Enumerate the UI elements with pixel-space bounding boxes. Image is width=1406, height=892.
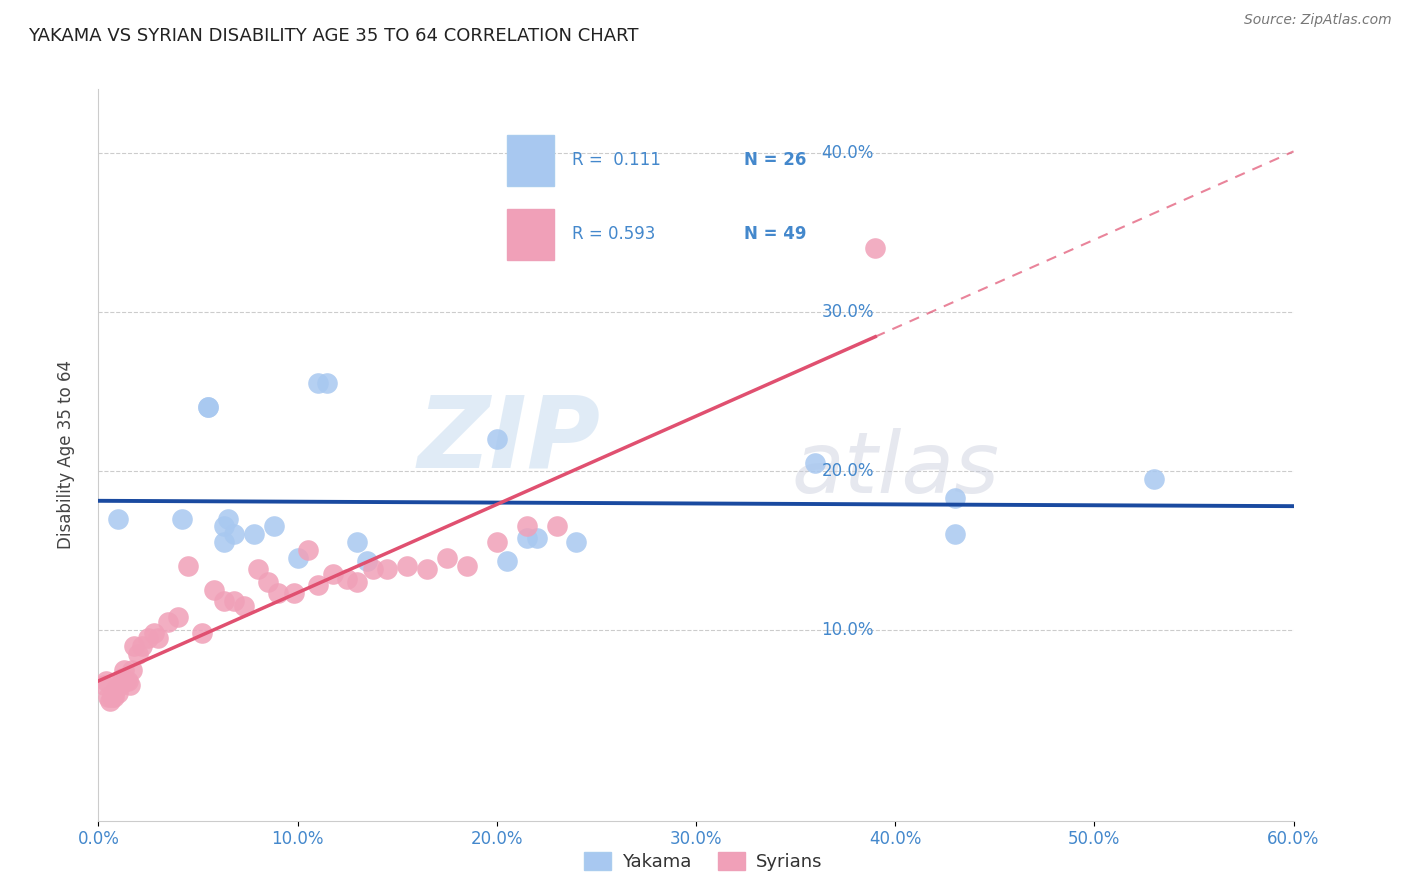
Point (336, 572, 359, 586)
Point (495, 554, 517, 568)
Point (346, 535, 368, 549)
Point (297, 543, 319, 558)
Point (212, 594, 235, 608)
Point (202, 583, 225, 598)
Text: atlas: atlas (792, 428, 1000, 511)
Point (316, 376, 339, 391)
Point (96, 673, 118, 688)
Point (177, 559, 200, 574)
Point (307, 578, 329, 592)
Point (217, 511, 239, 525)
Point (98, 694, 122, 708)
Point (283, 586, 305, 600)
Point (222, 594, 245, 608)
Point (121, 663, 143, 677)
Point (526, 531, 548, 545)
Point (167, 610, 190, 624)
Text: 30.0%: 30.0% (821, 302, 875, 321)
Point (101, 690, 124, 704)
Point (516, 531, 538, 545)
Point (396, 559, 419, 574)
Point (136, 631, 159, 645)
Point (485, 432, 508, 446)
Point (256, 575, 278, 590)
Point (143, 626, 166, 640)
Point (943, 527, 966, 541)
Point (120, 678, 142, 692)
Text: YAKAMA VS SYRIAN DISABILITY AGE 35 TO 64 CORRELATION CHART: YAKAMA VS SYRIAN DISABILITY AGE 35 TO 64… (28, 27, 638, 45)
Point (197, 401, 219, 415)
Point (93, 678, 115, 692)
Point (222, 527, 245, 541)
Point (804, 456, 827, 470)
Point (516, 519, 538, 533)
Text: 10.0%: 10.0% (821, 621, 875, 639)
Point (148, 631, 170, 645)
Point (246, 562, 269, 576)
Point (191, 626, 214, 640)
Point (103, 686, 125, 700)
Point (346, 575, 368, 590)
Point (322, 567, 344, 582)
Point (103, 690, 125, 704)
Point (111, 671, 134, 685)
Point (112, 663, 135, 677)
Point (375, 562, 398, 576)
Point (943, 491, 966, 505)
Point (267, 586, 290, 600)
Point (456, 559, 478, 574)
Point (105, 681, 128, 696)
Point (212, 535, 235, 549)
Point (243, 527, 266, 541)
Point (546, 519, 568, 533)
Point (263, 519, 285, 533)
Text: 20.0%: 20.0% (821, 462, 875, 480)
Point (197, 401, 219, 415)
Point (124, 639, 146, 653)
Legend: Yakama, Syrians: Yakama, Syrians (576, 846, 830, 879)
Point (307, 376, 329, 391)
Point (356, 554, 378, 568)
Point (115, 673, 138, 688)
Point (863, 241, 886, 255)
Text: ZIP: ZIP (418, 392, 600, 489)
Text: 40.0%: 40.0% (821, 144, 875, 161)
Point (157, 615, 180, 629)
Point (287, 551, 309, 566)
Point (107, 511, 129, 525)
Point (565, 535, 588, 549)
Text: Source: ZipAtlas.com: Source: ZipAtlas.com (1244, 13, 1392, 28)
Point (117, 673, 139, 688)
Point (212, 519, 235, 533)
Y-axis label: Disability Age 35 to 64: Disability Age 35 to 64 (56, 360, 75, 549)
Point (436, 551, 458, 566)
Point (232, 599, 254, 613)
Point (110, 678, 132, 692)
Point (127, 647, 149, 661)
Point (107, 686, 129, 700)
Point (1143, 472, 1166, 486)
Point (485, 535, 508, 549)
Point (416, 562, 439, 576)
Point (363, 562, 385, 576)
Point (172, 511, 194, 525)
Point (131, 639, 153, 653)
Point (97, 690, 120, 704)
